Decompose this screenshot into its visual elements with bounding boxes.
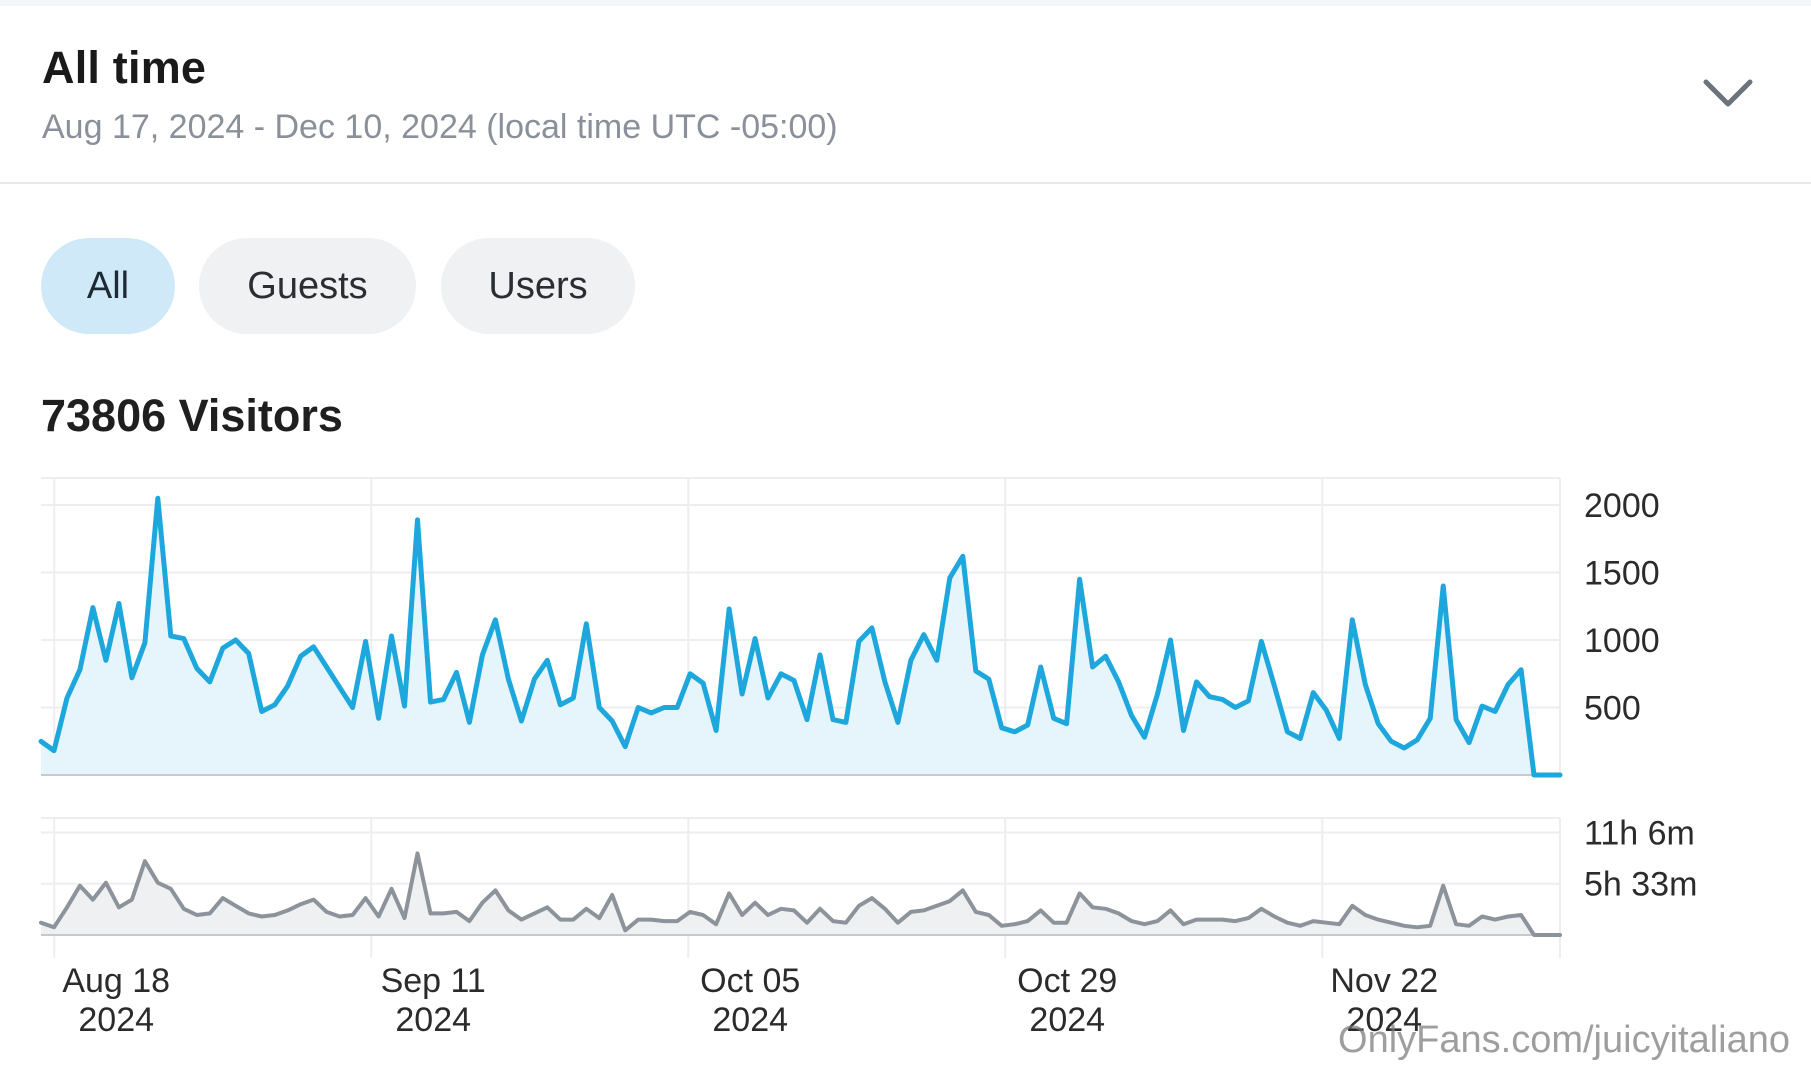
y-tick-label: 2000 bbox=[1584, 487, 1660, 525]
y-tick-label: 1000 bbox=[1584, 622, 1660, 660]
visitors-count: 73806 Visitors bbox=[41, 390, 343, 441]
date-range-selector[interactable]: All time Aug 17, 2024 - Dec 10, 2024 (lo… bbox=[0, 6, 1811, 184]
filter-all-button[interactable]: All bbox=[41, 238, 175, 334]
visitors-line bbox=[38, 495, 1563, 778]
chevron-down-icon[interactable] bbox=[1700, 76, 1756, 112]
filter-guests-button[interactable]: Guests bbox=[199, 238, 416, 334]
x-tick-label: Oct 05 bbox=[700, 962, 800, 1000]
y-tick-label: 5h 33m bbox=[1584, 866, 1697, 904]
x-tick-label: Sep 11 bbox=[381, 962, 486, 1000]
y-tick-label: 500 bbox=[1584, 690, 1641, 728]
visitors-area bbox=[41, 498, 1560, 775]
x-tick-label: Oct 29 bbox=[1017, 962, 1117, 1000]
x-tick-year-label: 2024 bbox=[1029, 1001, 1105, 1039]
x-tick-year-label: 2024 bbox=[712, 1001, 788, 1039]
filter-users-button[interactable]: Users bbox=[441, 238, 635, 334]
range-title: All time bbox=[42, 42, 207, 93]
x-tick-year-label: 2024 bbox=[1346, 1001, 1422, 1039]
time-spent-chart: 5h 33m 11h 6m bbox=[39, 814, 1697, 958]
top-strip bbox=[0, 0, 1811, 6]
y-tick-label: 11h 6m bbox=[1584, 814, 1695, 852]
time-spent-line bbox=[39, 851, 1562, 937]
x-tick-year-label: 2024 bbox=[78, 1001, 154, 1039]
range-subtitle: Aug 17, 2024 - Dec 10, 2024 (local time … bbox=[42, 108, 838, 146]
y-tick-label: 1500 bbox=[1584, 555, 1660, 593]
x-tick-label: Aug 18 bbox=[62, 962, 170, 1000]
visitors-chart: 500 1000 1500 2000 bbox=[38, 477, 1660, 778]
watermark-text: OnlyFans.com/juicyitaliano bbox=[1338, 1019, 1790, 1061]
x-tick-year-label: 2024 bbox=[395, 1001, 471, 1039]
x-tick-label: Nov 22 bbox=[1330, 962, 1438, 1000]
